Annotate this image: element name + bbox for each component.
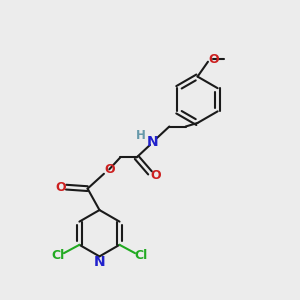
Text: H: H xyxy=(136,129,146,142)
Text: O: O xyxy=(150,169,161,182)
Text: Cl: Cl xyxy=(134,249,148,262)
Text: O: O xyxy=(208,53,219,66)
Text: N: N xyxy=(94,255,105,269)
Text: O: O xyxy=(104,163,115,176)
Text: Cl: Cl xyxy=(51,249,64,262)
Text: N: N xyxy=(147,135,159,149)
Text: O: O xyxy=(55,181,66,194)
